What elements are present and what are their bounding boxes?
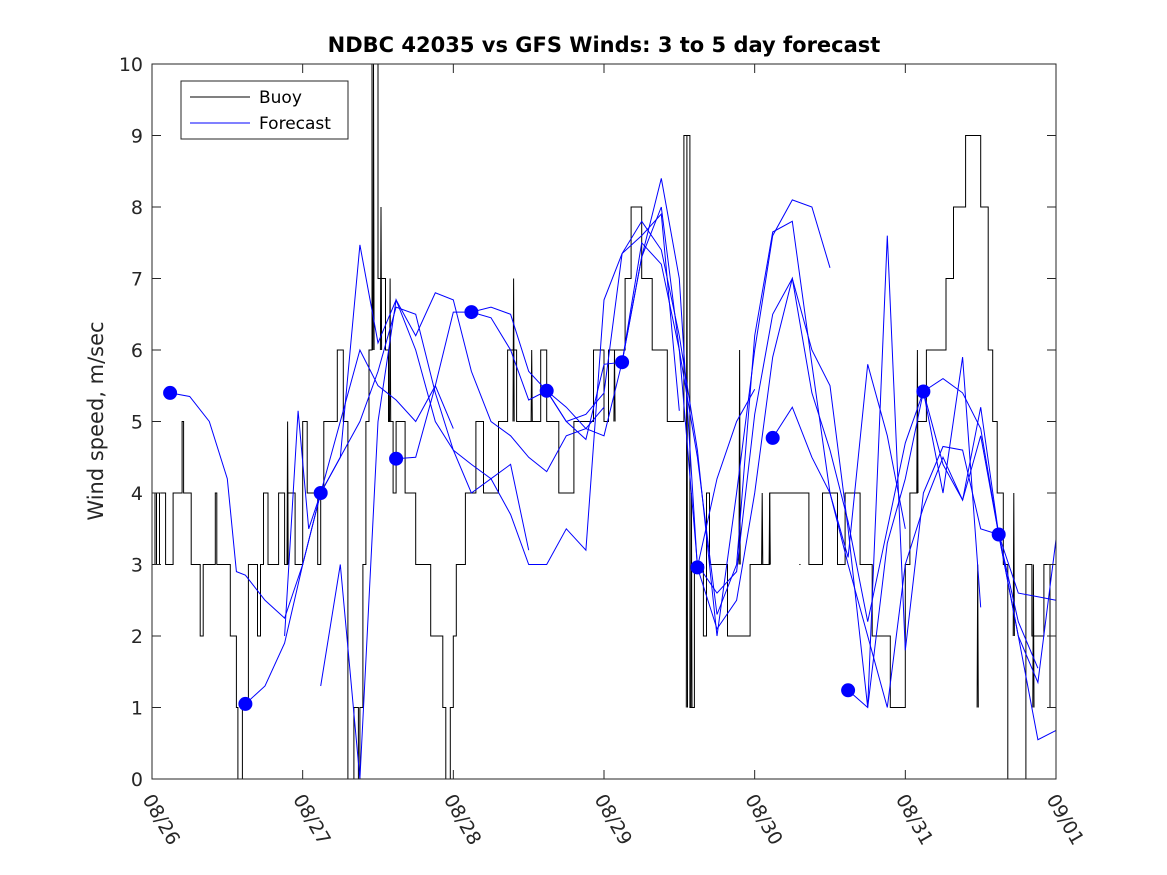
buoy-spike-4 [512, 278, 515, 422]
forecast-point-8 [765, 430, 780, 445]
chart-title: NDBC 42035 vs GFS Winds: 3 to 5 day fore… [328, 33, 881, 57]
buoy-spike-7 [685, 135, 688, 708]
forecast-point-4 [464, 305, 479, 320]
forecast-point-9 [841, 683, 856, 698]
y-tick-label-9: 9 [131, 126, 143, 148]
y-tick-label-10: 10 [119, 54, 143, 76]
buoy-spike-9 [738, 349, 741, 565]
y-tick-label-8: 8 [131, 197, 143, 219]
forecast-line-10 [847, 391, 1057, 709]
forecast-point-10 [916, 384, 931, 399]
buoy-spike-2 [379, 206, 383, 351]
forecast-point-6 [615, 355, 630, 370]
y-tick-label-2: 2 [131, 626, 143, 648]
y-tick-label-5: 5 [131, 412, 143, 434]
legend-label-buoy: Buoy [259, 88, 302, 108]
buoy-spike-16 [1032, 564, 1035, 708]
buoy-spike-11 [768, 492, 771, 565]
buoy-spike-3 [389, 278, 392, 422]
legend-box [180, 80, 349, 140]
buoy-spike-13 [916, 349, 919, 494]
buoy-spike-5 [530, 349, 533, 422]
forecast-point-7 [690, 560, 705, 575]
forecast-line-3 [320, 212, 680, 780]
buoy-spike-10 [761, 492, 764, 565]
buoy-spike-15 [1012, 492, 1015, 637]
y-axis-label: Wind speed, m/sec [84, 321, 108, 520]
forecast-line-7 [621, 206, 982, 622]
buoy-series-line [152, 63, 1057, 780]
forecast-markers [163, 305, 1006, 711]
forecast-line-1 [245, 306, 530, 705]
forecast-point-0 [163, 385, 178, 400]
y-tick-label-1: 1 [131, 698, 143, 720]
y-tick-label-4: 4 [131, 483, 143, 505]
legend-label-forecast: Forecast [259, 114, 331, 134]
forecast-point-11 [991, 527, 1006, 542]
y-tick-label-6: 6 [131, 340, 143, 362]
buoy-spike-0 [286, 421, 289, 565]
forecast-point-3 [389, 451, 404, 466]
forecast-point-2 [313, 486, 328, 500]
y-tick-label-3: 3 [131, 555, 143, 577]
forecast-line-5 [471, 199, 831, 637]
forecast-line-11 [923, 377, 1039, 669]
legend: Buoy Forecast [180, 80, 349, 140]
forecast-point-5 [539, 383, 554, 398]
forecast-point-1 [238, 696, 253, 711]
y-tick-label-0: 0 [131, 769, 143, 791]
buoy-spike-6 [613, 349, 616, 422]
y-tick-label-7: 7 [131, 269, 143, 291]
forecast-line-6 [546, 220, 906, 615]
